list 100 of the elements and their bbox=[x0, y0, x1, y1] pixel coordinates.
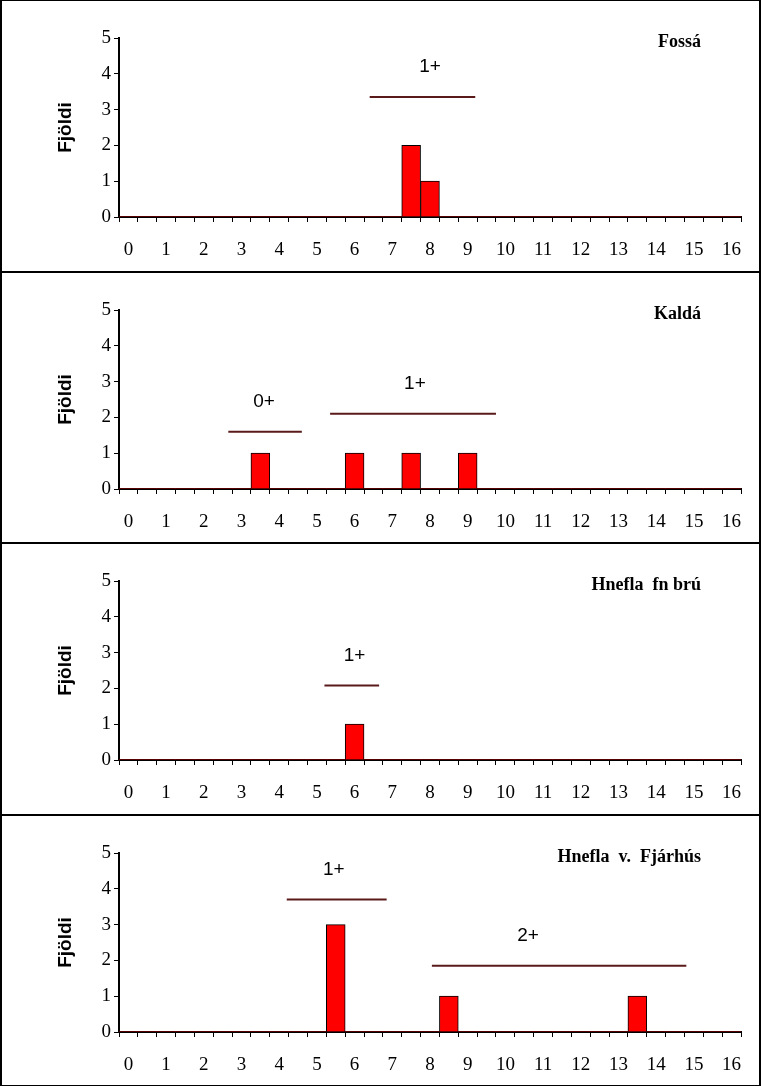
y-tick-label: 4 bbox=[101, 876, 112, 898]
x-tick-label: 0 bbox=[123, 1052, 134, 1074]
x-tick-label: 14 bbox=[646, 781, 667, 803]
x-tick-label: 16 bbox=[722, 1052, 742, 1074]
y-tick-label: 3 bbox=[101, 97, 111, 119]
x-tick-label: 3 bbox=[236, 1052, 247, 1074]
x-tick-label: 3 bbox=[236, 238, 247, 260]
y-tick-label: 5 bbox=[101, 840, 111, 862]
x-tick-label: 7 bbox=[387, 1052, 398, 1074]
x-tick-label: 12 bbox=[571, 509, 591, 531]
x-tick-label: 16 bbox=[722, 238, 742, 260]
x-tick-label: 5 bbox=[312, 509, 322, 531]
chart-title: Hnefla v. Fjárhús bbox=[557, 845, 701, 866]
y-tick-label: 0 bbox=[101, 476, 111, 498]
x-tick-label: 0 bbox=[123, 238, 134, 260]
x-tick-label: 9 bbox=[462, 238, 473, 260]
x-tick-label: 15 bbox=[684, 238, 704, 260]
x-tick-label: 14 bbox=[646, 509, 667, 531]
x-tick-label: 4 bbox=[274, 509, 285, 531]
chart-title: Fossá bbox=[657, 30, 701, 51]
x-tick-label: 2 bbox=[199, 1052, 209, 1074]
x-tick-label: 6 bbox=[349, 509, 360, 531]
y-tick-label: 2 bbox=[101, 676, 111, 698]
x-tick-label: 15 bbox=[684, 781, 704, 803]
y-tick-label: 1 bbox=[101, 983, 111, 1005]
y-tick-label: 4 bbox=[101, 604, 112, 626]
x-tick-label: 7 bbox=[387, 509, 398, 531]
x-tick-label: 12 bbox=[571, 238, 591, 260]
y-tick-label: 3 bbox=[101, 640, 111, 662]
y-tick-label: 0 bbox=[101, 1019, 111, 1041]
y-tick-label: 3 bbox=[101, 369, 111, 391]
x-tick-label: 6 bbox=[349, 781, 360, 803]
x-tick-label: 2 bbox=[199, 781, 209, 803]
x-tick-label: 13 bbox=[608, 509, 628, 531]
x-tick-label: 9 bbox=[462, 781, 473, 803]
x-tick-label: 13 bbox=[608, 781, 628, 803]
y-axis-title: Fjöldi bbox=[53, 916, 75, 968]
x-tick-label: 8 bbox=[425, 509, 435, 531]
annotation: 1+ bbox=[343, 643, 366, 665]
y-tick-label: 2 bbox=[101, 133, 111, 155]
y-tick-label: 5 bbox=[101, 297, 111, 319]
y-axis-title: Fjöldi bbox=[53, 102, 75, 153]
y-tick-label: 5 bbox=[101, 25, 111, 47]
x-tick-label: 13 bbox=[608, 238, 628, 260]
y-tick-label: 0 bbox=[101, 204, 111, 226]
x-tick-label: 1 bbox=[161, 509, 171, 531]
x-tick-label: 10 bbox=[495, 509, 515, 531]
x-tick-label: 16 bbox=[722, 509, 742, 531]
chart-title: Kaldá bbox=[653, 302, 701, 323]
x-tick-label: 2 bbox=[199, 509, 209, 531]
x-tick-label: 7 bbox=[387, 238, 398, 260]
x-tick-label: 11 bbox=[533, 1052, 553, 1074]
y-tick-label: 4 bbox=[101, 333, 112, 355]
annotation: 1+ bbox=[404, 371, 426, 393]
x-tick-label: 9 bbox=[462, 509, 473, 531]
x-tick-label: 9 bbox=[462, 1052, 473, 1074]
x-tick-label: 13 bbox=[608, 1052, 628, 1074]
annotation: 1+ bbox=[323, 857, 345, 879]
annotation: 0+ bbox=[253, 389, 275, 411]
x-tick-label: 2 bbox=[199, 238, 209, 260]
x-tick-label: 10 bbox=[495, 238, 515, 260]
x-tick-label: 11 bbox=[533, 509, 553, 531]
y-tick-label: 0 bbox=[101, 747, 111, 769]
x-tick-label: 6 bbox=[349, 238, 360, 260]
annotation: 1+ bbox=[419, 55, 441, 77]
y-tick-label: 3 bbox=[101, 912, 111, 934]
y-axis-title: Fjöldi bbox=[53, 645, 75, 696]
y-tick-label: 2 bbox=[101, 947, 111, 969]
x-tick-label: 7 bbox=[387, 781, 398, 803]
x-tick-label: 11 bbox=[533, 238, 553, 260]
x-tick-label: 0 bbox=[123, 781, 134, 803]
y-tick-label: 1 bbox=[101, 440, 111, 462]
x-tick-label: 12 bbox=[571, 1052, 591, 1074]
x-tick-label: 10 bbox=[495, 781, 515, 803]
x-tick-label: 15 bbox=[684, 1052, 704, 1074]
y-tick-label: 1 bbox=[101, 169, 111, 191]
x-tick-label: 1 bbox=[161, 238, 171, 260]
x-tick-label: 15 bbox=[684, 509, 704, 531]
x-tick-label: 4 bbox=[274, 781, 285, 803]
x-tick-label: 3 bbox=[236, 781, 247, 803]
x-tick-label: 1 bbox=[161, 1052, 171, 1074]
x-tick-label: 4 bbox=[274, 1052, 285, 1074]
annotation: 2+ bbox=[517, 923, 539, 945]
x-tick-label: 10 bbox=[495, 1052, 515, 1074]
x-tick-label: 3 bbox=[236, 509, 247, 531]
y-tick-label: 4 bbox=[101, 61, 112, 83]
x-tick-label: 6 bbox=[349, 1052, 360, 1074]
x-tick-label: 14 bbox=[646, 238, 667, 260]
x-tick-label: 0 bbox=[123, 509, 134, 531]
x-tick-label: 5 bbox=[312, 1052, 322, 1074]
x-tick-label: 8 bbox=[425, 1052, 435, 1074]
x-tick-label: 8 bbox=[425, 781, 435, 803]
y-tick-label: 5 bbox=[101, 568, 111, 590]
y-tick-label: 2 bbox=[101, 404, 111, 426]
x-tick-label: 5 bbox=[312, 781, 322, 803]
y-axis-title: Fjöldi bbox=[53, 373, 75, 425]
x-tick-label: 5 bbox=[312, 238, 322, 260]
chart-title: Hnefla fn brú bbox=[591, 573, 701, 594]
x-tick-label: 16 bbox=[722, 781, 742, 803]
x-tick-label: 8 bbox=[425, 238, 435, 260]
